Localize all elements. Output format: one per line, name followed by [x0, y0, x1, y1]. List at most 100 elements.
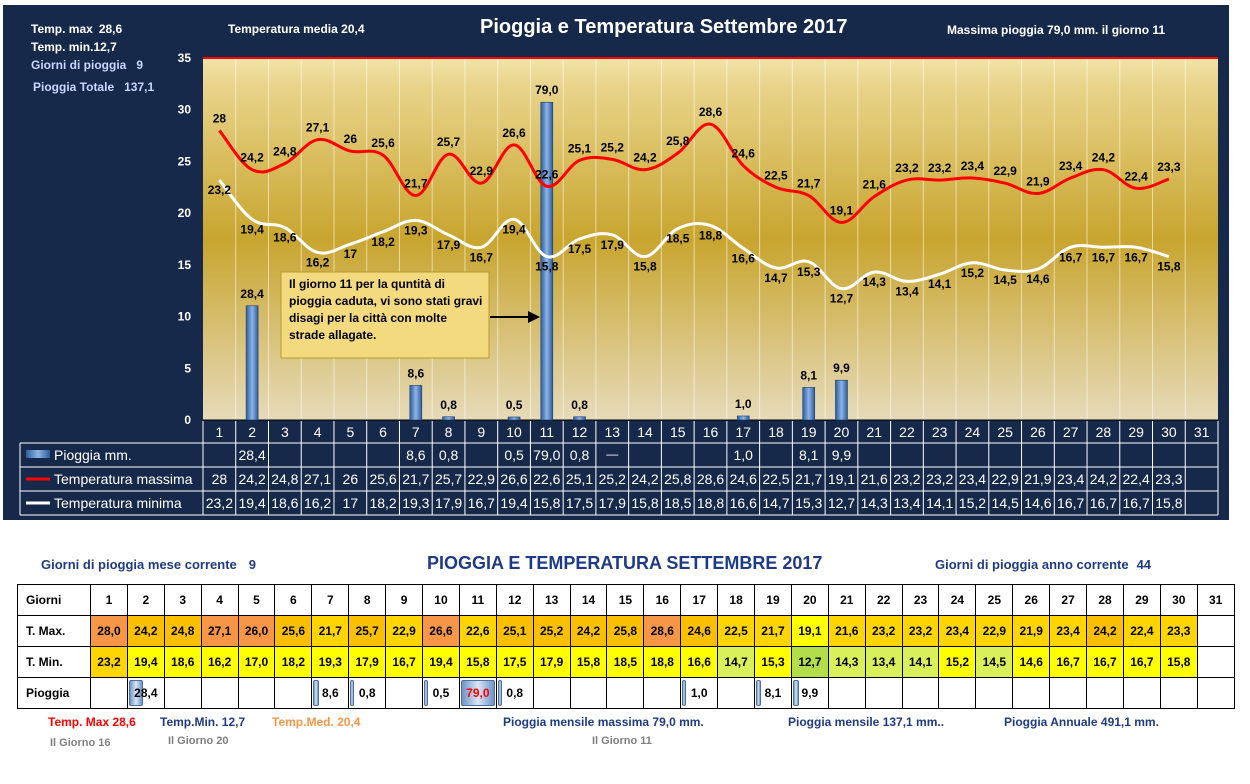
tmax-point-label: 23,4 [1059, 159, 1083, 173]
table-cell-value: 21,7 [402, 471, 429, 487]
tmin-point-label: 15,3 [797, 265, 821, 279]
tmin-point-label: 19,4 [502, 222, 526, 236]
table-cell-value: 23,4 [1057, 471, 1084, 487]
tmax-point-label: 22,9 [470, 164, 494, 178]
temp-media-stat: Temperatura media 20,4 [228, 22, 365, 36]
rain-bar-label: 0,8 [571, 398, 588, 412]
table-cell-value: 23,3 [1155, 471, 1182, 487]
table-row: Giorni 1 2 3 4 5 6 7 8 9 10 11 12 13 14 15 16 17 18 19 20 21 2… [17, 584, 1235, 616]
x-tick-label: 10 [506, 424, 522, 440]
rain-cell [274, 677, 313, 709]
tmax-cell: 19,1 [790, 615, 829, 647]
tmax-cell: 27,1 [200, 615, 239, 647]
tmin-cell: 16,7 [1122, 646, 1161, 678]
rain-bar [835, 379, 848, 421]
legend-tmax-label: Temperatura massima [54, 471, 193, 487]
tmin-cell: 17,9 [532, 646, 571, 678]
table-cell-value: 16,6 [730, 495, 757, 511]
tmax-point-label: 25,7 [437, 135, 461, 149]
tmax-cell: 22,9 [385, 615, 424, 647]
x-tick-label: 2 [248, 424, 256, 440]
temp-min-stat: Temp. min.12,7 [31, 40, 117, 54]
legend-rain-label: Pioggia mm. [54, 447, 132, 463]
table-cell-value: 22,6 [533, 471, 560, 487]
massima-pioggia-stat: Massima pioggia 79,0 mm. il giorno 11 [947, 23, 1166, 37]
y-right-tick-label: 10 [1230, 373, 1244, 387]
rain-cell [532, 677, 571, 709]
x-tick-label: 8 [445, 424, 453, 440]
tmax-point-label: 23,2 [895, 161, 919, 175]
rain-cell [717, 677, 756, 709]
tmin-point-label: 17 [344, 247, 358, 261]
rain-cell [864, 677, 903, 709]
table-cell-value: 26 [343, 471, 359, 487]
y-right-tick-label: 20 [1230, 333, 1244, 347]
tmin-cell: 14,3 [827, 646, 866, 678]
y-left-tick-label: 15 [178, 258, 192, 272]
table-cell-value: 24,2 [631, 471, 658, 487]
tmin-cell: 19,3 [311, 646, 350, 678]
x-tick-label: 29 [1128, 424, 1144, 440]
tmax-cell: 25,2 [532, 615, 571, 647]
tmax-cell: 24,8 [163, 615, 202, 647]
rain-fill-bar [792, 680, 799, 706]
table-cell-value: 18,6 [271, 495, 298, 511]
row-label: T. Max. [17, 615, 91, 647]
rain-bar [409, 385, 423, 421]
y-left-tick-label: 30 [178, 103, 192, 117]
table-cell-value: 79,0 [533, 447, 560, 463]
table-cell-value: 28,6 [697, 471, 724, 487]
day-cell: 8 [348, 584, 387, 616]
day-cell: 28 [1086, 584, 1124, 616]
table-cell-value: 18,8 [697, 495, 724, 511]
row-label: Giorni [17, 584, 91, 616]
tmin-cell: 14,7 [717, 646, 756, 678]
rain-bar-label: 9,9 [833, 361, 850, 375]
day-cell: 5 [237, 584, 276, 616]
tmin-point-label: 16,7 [470, 250, 494, 264]
rain-cell [237, 677, 276, 709]
tmin-point-label: 18,8 [699, 229, 723, 243]
tmax-cell: 24,6 [680, 615, 719, 647]
tmax-cell: 22,4 [1122, 615, 1161, 647]
tmin-point-label: 18,2 [371, 235, 395, 249]
tmin-cell: 15,8 [569, 646, 608, 678]
tmax-cell: 23,4 [1049, 615, 1088, 647]
rain-cell: 8,6 [311, 677, 350, 709]
table-cell-value: 16,7 [1123, 495, 1150, 511]
tmin-cell: 18,6 [163, 646, 202, 678]
day-cell: 10 [422, 584, 460, 616]
x-tick-label: 24 [965, 424, 981, 440]
table-cell-value: 8,6 [406, 447, 426, 463]
tmin-point-label: 15,8 [633, 260, 657, 274]
table-cell-value: 14,5 [992, 495, 1019, 511]
table-cell-value: 8,1 [799, 447, 819, 463]
day-cell: 1 [90, 584, 128, 616]
tmax-point-label: 25,2 [601, 140, 625, 154]
tmin-point-label: 17,9 [437, 238, 461, 252]
tmin-point-label: 18,6 [273, 231, 297, 245]
rain-cell [643, 677, 682, 709]
x-tick-label: 31 [1194, 424, 1210, 440]
tmax-cell: 23,3 [1159, 615, 1198, 647]
x-tick-label: 16 [703, 424, 719, 440]
tmax-cell: 25,1 [495, 615, 534, 647]
day-cell: 27 [1049, 584, 1088, 616]
rain-bar-label: 79,0 [535, 83, 559, 97]
day-cell: 19 [754, 584, 792, 616]
day-cell: 15 [606, 584, 645, 616]
tmin-point-label: 19,4 [240, 222, 264, 236]
table-cell-value: 0,8 [439, 447, 459, 463]
tmin-point-label: 15,2 [961, 266, 985, 280]
table-cell-value: 15,8 [631, 495, 658, 511]
foot-pmens: Pioggia mensile 137,1 mm.. [788, 715, 945, 729]
weather-table: Giorni 1 2 3 4 5 6 7 8 9 10 11 12 13 14 15 16 17 18 19 20 21 2… [17, 584, 1235, 709]
table-cell-value: 25,6 [369, 471, 396, 487]
table-cell-value: 28 [212, 471, 228, 487]
tmin-cell: 15,2 [938, 646, 977, 678]
tmin-point-label: 23,2 [208, 183, 232, 197]
tmin-cell: 16,7 [385, 646, 424, 678]
y-left-tick-label: 0 [184, 413, 191, 427]
table-cell-value: 23,2 [206, 495, 233, 511]
